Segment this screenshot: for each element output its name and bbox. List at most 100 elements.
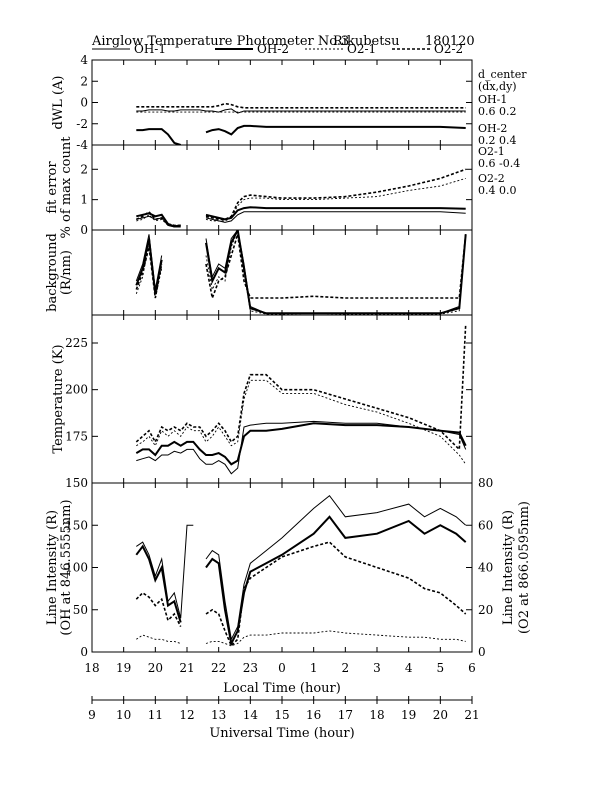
y-axis-label-right-2: (O2 at 866.0595nm) (517, 501, 532, 634)
y-axis-label: background (45, 233, 60, 312)
y-right-tick-label: 0 (478, 645, 486, 659)
y-tick-label: 200 (65, 383, 88, 397)
local-time-tick-label: 1 (310, 661, 318, 675)
series-oh-2-line (135, 422, 467, 466)
y-tick-label: 175 (65, 429, 88, 443)
panels: -4 -2 0 2 4 dWL (A) 0 1 2 fit error% of max count… (45, 53, 532, 659)
y-tick-label: 0 (80, 645, 88, 659)
y-tick-label: 1 (80, 193, 88, 207)
local-time-axis-label: Local Time (hour) (223, 681, 341, 696)
panel-frame (91, 59, 473, 146)
universal-time-tick-label: 12 (179, 708, 194, 722)
series-o2-2-line (135, 541, 467, 648)
universal-time-tick-label: 14 (243, 708, 259, 722)
universal-time-tick-label: 10 (116, 708, 131, 722)
series-oh-1-line (136, 108, 466, 114)
series-oh-2-line (136, 206, 466, 228)
series-group (135, 168, 466, 228)
series-oh-1-line (136, 494, 467, 641)
universal-time-tick-label: 16 (306, 708, 321, 722)
series-o2-1-line (136, 630, 466, 647)
side-note-name: OH-1 (478, 93, 507, 106)
local-time-tick-label: 4 (405, 661, 413, 675)
panel-fit_error: 0 1 2 fit error% of max count (45, 136, 473, 239)
legend-label-oh-2: OH-2 (257, 42, 289, 56)
series-group (135, 230, 467, 315)
y-axis-label-2: (OH at 846.5555nm) (59, 499, 74, 635)
universal-time-tick-label: 11 (148, 708, 163, 722)
y-axis-label: Line Intensity (R) (45, 510, 60, 625)
local-time-tick-label: 18 (84, 661, 99, 675)
universal-time-tick-label: 17 (338, 708, 353, 722)
universal-time-tick-label: 19 (401, 708, 416, 722)
universal-time-axis-label: Universal Time (hour) (209, 726, 354, 741)
side-note-values: 0.4 0.0 (478, 184, 516, 197)
series-group (136, 102, 466, 145)
y-tick-label: 100 (65, 561, 88, 575)
y-tick-label: 225 (65, 336, 88, 350)
series-group (135, 324, 467, 475)
local-time-tick-label: 20 (148, 661, 163, 675)
series-oh-1-line (136, 420, 467, 475)
y-tick-label: 150 (65, 518, 88, 532)
series-oh-2-line (135, 230, 467, 315)
series-oh-1-line (136, 211, 466, 228)
y-right-tick-label: 60 (478, 518, 493, 532)
y-tick-label: 2 (80, 74, 88, 88)
series-oh-2-line (135, 515, 467, 647)
series-o2-2-line (135, 324, 467, 452)
y-tick-label: -4 (76, 138, 88, 152)
universal-time-tick-label: 9 (88, 708, 96, 722)
panel-frame (91, 144, 473, 231)
side-note-name: O2-2 (478, 172, 505, 185)
local-time-tick-label: 5 (437, 661, 445, 675)
side-note-values: 0.6 0.2 (478, 105, 516, 118)
side-notes: d_center(dx,dy)OH-10.6 0.2OH-20.2 0.4O2-… (478, 68, 527, 197)
universal-time-tick-label: 18 (369, 708, 384, 722)
local-time-tick-label: 6 (468, 661, 476, 675)
local-time-tick-label: 19 (116, 661, 131, 675)
y-axis-label-2: (R/nm) (59, 250, 74, 295)
panel-frame (91, 482, 473, 653)
universal-time-tick-label: 20 (433, 708, 448, 722)
series-o2-1-line (135, 230, 467, 315)
y-tick-label: 4 (80, 53, 88, 67)
y-axis-label: Temperature (K) (51, 344, 66, 453)
title-text: Airglow Temperature Photometer No.3 (91, 34, 349, 49)
local-time-tick-label: 21 (179, 661, 194, 675)
y-axis-label: dWL (A) (51, 76, 66, 130)
y-tick-label: 0 (80, 223, 88, 237)
legend-label-o2-1: O2-1 (347, 42, 376, 56)
panel-background: background (R/nm) (45, 229, 473, 316)
series-o2-2-line (136, 102, 466, 109)
y-axis-label-2: % of max count (59, 136, 74, 239)
legend: OH-1 OH-2 O2-1 O2-2 (92, 42, 463, 56)
side-note-header-2: (dx,dy) (478, 80, 517, 93)
y-tick-label: -2 (76, 117, 88, 131)
side-note-header: d_center (478, 68, 527, 81)
local-time-tick-label: 0 (278, 661, 286, 675)
series-o2-2-line (135, 234, 467, 301)
side-note-values: 0.6 -0.4 (478, 157, 520, 170)
universal-time-tick-label: 21 (464, 708, 479, 722)
series-oh-1-line (135, 230, 467, 314)
y-right-tick-label: 40 (478, 561, 493, 575)
side-note-name: O2-1 (478, 145, 505, 158)
y-right-tick-label: 80 (478, 476, 493, 490)
local-time-tick-label: 3 (373, 661, 381, 675)
series-o2-2-line (135, 168, 466, 227)
local-time-tick-label: 23 (243, 661, 258, 675)
universal-time-tick-label: 15 (274, 708, 289, 722)
series-group (135, 494, 467, 648)
title-site: Rikubetsu (333, 34, 399, 49)
y-tick-label: 0 (80, 96, 88, 110)
y-axis-label-right: Line Intensity (R) (501, 510, 516, 625)
title-date: 180120 (425, 34, 475, 49)
panel-frame (91, 314, 473, 484)
local-time-tick-label: 2 (342, 661, 350, 675)
side-note-values: 0.2 0.4 (478, 134, 516, 147)
series-o2-1-line (136, 177, 466, 228)
